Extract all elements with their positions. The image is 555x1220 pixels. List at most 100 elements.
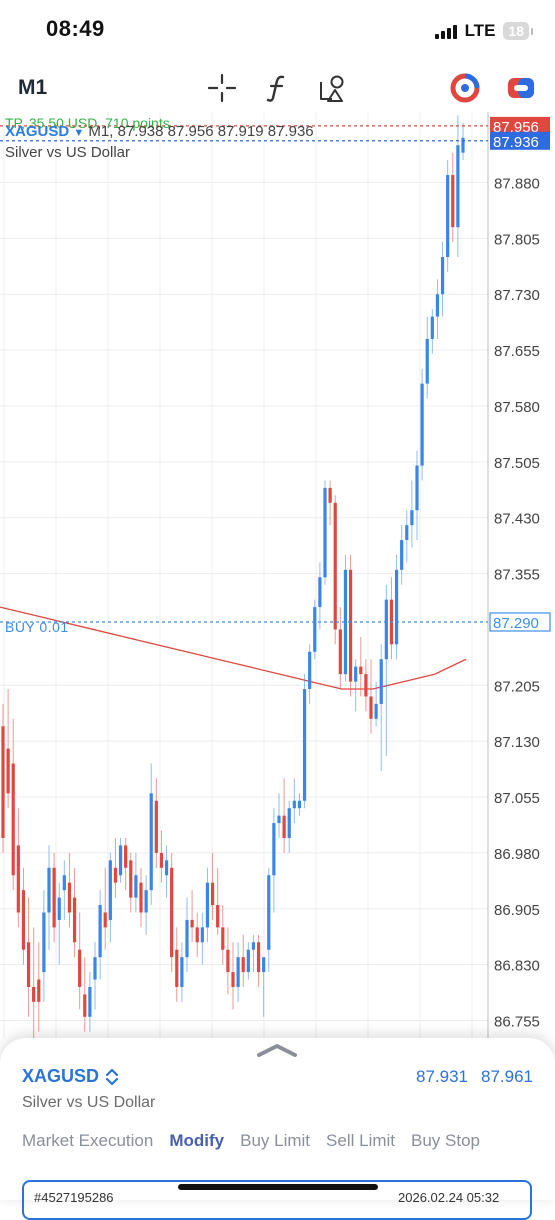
candle <box>226 949 230 973</box>
y-tick-label: 87.355 <box>494 567 540 584</box>
app-logo-icon[interactable] <box>450 73 480 103</box>
symbol-switch-icon[interactable] <box>105 1067 119 1087</box>
candle <box>456 145 460 228</box>
candle <box>308 651 312 690</box>
y-tick-label: 87.130 <box>494 734 540 751</box>
candle <box>420 383 424 466</box>
sheet-handle-icon[interactable] <box>255 1042 299 1058</box>
chart-symbol[interactable]: XAGUSD <box>5 123 70 140</box>
take-profit-label[interactable]: TP, 35.50 USD, 710 points <box>5 115 170 131</box>
candle <box>282 815 286 839</box>
candle <box>149 793 153 891</box>
candle <box>405 525 409 541</box>
candle <box>461 137 465 153</box>
candle <box>205 882 210 928</box>
candle <box>62 875 66 891</box>
ask-price-label: 87.956 <box>493 119 539 136</box>
candle <box>108 860 112 920</box>
candle <box>425 338 429 384</box>
crosshair-icon[interactable] <box>206 72 238 104</box>
price-chart[interactable]: 87.880 87.805 87.730 87.655 87.580 87.505 87.4… <box>0 112 555 1038</box>
candle <box>379 659 383 704</box>
tab-buy-limit[interactable]: Buy Limit <box>240 1131 311 1150</box>
candle <box>83 994 87 1017</box>
candle <box>333 502 337 630</box>
y-tick-label: 87.655 <box>494 343 540 360</box>
bid-price-box <box>490 131 550 150</box>
candle <box>118 845 123 876</box>
candle <box>287 808 291 839</box>
candle <box>364 674 368 697</box>
candle <box>277 815 281 824</box>
chart-objects-icon[interactable] <box>318 72 350 104</box>
candle <box>400 540 404 570</box>
candle <box>37 979 41 1002</box>
candle <box>129 860 133 898</box>
candle <box>1 726 5 839</box>
order-type-tabs: Market Execution Modify Buy Limit Sell L… <box>22 1131 480 1151</box>
candle <box>154 800 158 853</box>
buy-position-label[interactable]: BUY 0.01 <box>5 619 69 635</box>
tab-market-execution[interactable]: Market Execution <box>22 1131 154 1150</box>
candle <box>313 607 317 652</box>
candle <box>16 845 20 913</box>
candle <box>78 949 82 987</box>
candle <box>343 569 348 675</box>
candle <box>26 942 31 987</box>
candle <box>67 882 72 913</box>
network-label: LTE <box>464 21 496 40</box>
y-tick-label: 86.980 <box>494 846 540 863</box>
candle <box>256 942 261 973</box>
candle <box>42 912 46 973</box>
candle <box>354 666 358 682</box>
candle <box>93 957 97 980</box>
tab-sell-limit[interactable]: Sell Limit <box>326 1131 396 1150</box>
candle <box>369 696 373 719</box>
candle <box>47 867 51 913</box>
candle <box>134 875 138 898</box>
ask-price: 87.961 <box>481 1067 533 1086</box>
symbol-dropdown-icon[interactable]: ▼ <box>73 127 85 139</box>
y-tick-label: 87.205 <box>494 678 540 695</box>
signal-icon <box>434 23 457 39</box>
candle <box>144 890 148 913</box>
candle <box>103 912 107 928</box>
y-tick-label: 86.755 <box>494 1014 540 1031</box>
candle <box>374 703 378 719</box>
home-indicator[interactable] <box>178 1184 378 1190</box>
y-tick-label: 87.505 <box>494 455 540 472</box>
candle <box>410 510 414 526</box>
status-indicators: LTE 18 <box>434 20 533 42</box>
candle <box>241 957 245 973</box>
candle <box>236 957 240 987</box>
candle <box>6 748 10 794</box>
candle <box>262 957 266 973</box>
y-tick-label: 87.880 <box>494 176 540 193</box>
candle <box>88 986 92 1017</box>
tab-modify[interactable]: Modify <box>169 1131 225 1150</box>
status-time: 08:49 <box>46 16 105 41</box>
chart-symbol-description: Silver vs US Dollar <box>5 144 131 161</box>
candle <box>440 256 445 295</box>
candle <box>302 689 307 801</box>
candle <box>32 986 36 1002</box>
candle <box>216 905 220 928</box>
candle <box>210 882 215 906</box>
candle <box>430 316 434 339</box>
candle <box>272 823 276 876</box>
y-tick-label: 87.730 <box>494 287 540 304</box>
function-icon[interactable] <box>262 72 294 104</box>
candle <box>180 957 184 987</box>
candle <box>297 800 302 809</box>
sheet-symbol[interactable]: XAGUSD <box>22 1066 100 1086</box>
y-tick-label: 87.805 <box>494 231 540 248</box>
timeframe-button[interactable]: M1 <box>18 76 48 99</box>
sheet-symbol-selector[interactable]: XAGUSD <box>22 1066 119 1087</box>
moving-average-line <box>0 606 467 690</box>
trade-icon[interactable] <box>506 73 536 103</box>
candle <box>435 294 440 317</box>
candle <box>415 465 419 511</box>
bid-price-label: 87.936 <box>493 134 539 151</box>
tab-buy-stop[interactable]: Buy Stop <box>411 1131 481 1150</box>
order-sheet <box>0 1038 555 1200</box>
